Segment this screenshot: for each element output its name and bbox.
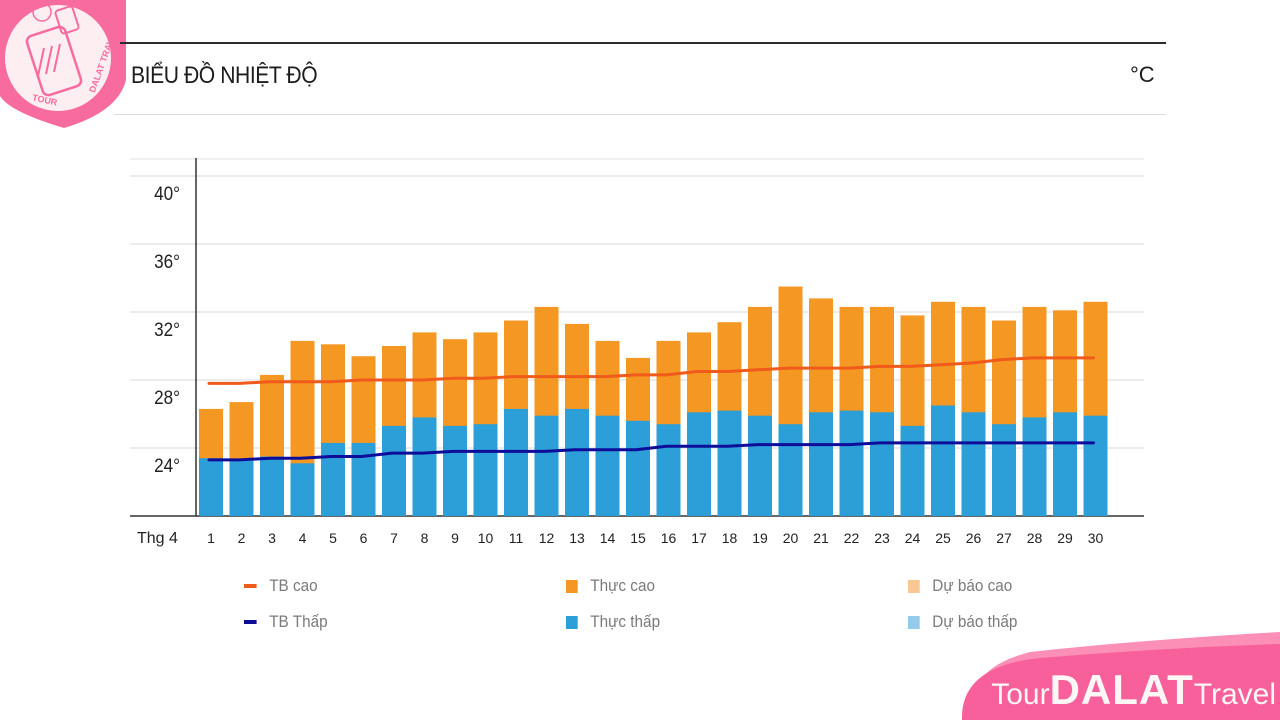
x-tick-label: 18 [722, 530, 738, 546]
bar-thuc-thap [839, 410, 864, 516]
x-tick-label: 23 [874, 530, 890, 546]
legend-swatch [566, 615, 578, 629]
bar-thuc-thap [565, 408, 589, 516]
unit-label: °C [1130, 62, 1155, 87]
x-tick-label: 7 [390, 530, 398, 546]
bar-thuc-thap [656, 424, 681, 516]
x-tick-label: 30 [1088, 530, 1104, 546]
bar-thuc-thap [595, 415, 620, 516]
x-tick-label: 16 [661, 530, 677, 546]
bar-thuc-thap [473, 424, 498, 516]
x-tick-label: 9 [451, 530, 459, 546]
x-tick-label: 14 [600, 530, 616, 546]
banner-wave-icon [961, 632, 1280, 720]
y-tick-label: 24° [154, 455, 180, 476]
legend-swatch [566, 579, 578, 593]
legend-item-tb-thap: TB Thấp [244, 612, 328, 632]
legend-item-du-bao-thap: Dự báo thấp [908, 612, 1017, 632]
bar-thuc-thap [504, 408, 528, 516]
y-tick-label: 28° [154, 387, 180, 408]
bar-thuc-thap [382, 425, 406, 516]
legend-swatch [244, 620, 257, 624]
bar-thuc-thap [229, 459, 254, 516]
bar-thuc-thap [260, 456, 284, 516]
x-tick-label: 8 [421, 530, 429, 546]
bar-thuc-thap [900, 425, 925, 516]
brand-logo: TOUR DALAT TRAVEL [0, 0, 126, 130]
legend-item-tb-cao: TB cao [244, 576, 318, 596]
x-tick-label: 4 [299, 530, 307, 546]
x-tick-label: 13 [569, 530, 585, 546]
brand-banner: Tour DALAT Travel [940, 630, 1280, 720]
x-tick-label: 17 [691, 530, 707, 546]
bar-thuc-thap [809, 412, 833, 516]
x-tick-label: 15 [630, 530, 646, 546]
x-tick-label: 27 [996, 530, 1012, 546]
bar-thuc-thap [199, 458, 223, 516]
brand-word-dalat: DALAT [1049, 666, 1194, 713]
x-tick-label: 26 [966, 530, 982, 546]
x-tick-label: 20 [783, 530, 799, 546]
bar-thuc-thap [931, 405, 955, 516]
x-tick-label: 24 [905, 530, 921, 546]
x-tick-label: 5 [329, 530, 337, 546]
header-top-rule [120, 42, 1166, 44]
bar-thuc-thap [992, 424, 1016, 516]
y-tick-label: 36° [154, 251, 180, 272]
legend-label: TB Thấp [269, 612, 328, 631]
x-tick-label: 22 [844, 530, 860, 546]
bar-thuc-thap [1053, 412, 1077, 516]
x-tick-label: 28 [1027, 530, 1043, 546]
x-tick-label: 2 [238, 530, 246, 546]
legend-label: TB cao [269, 576, 318, 595]
line-tb-cao [207, 356, 1095, 385]
bar-thuc-thap [290, 463, 315, 516]
bar-thuc-thap [778, 424, 803, 516]
legend-item-thuc-thap: Thực thấp [566, 612, 660, 632]
chart-title: BIỂU ĐỒ NHIỆT ĐỘ [131, 62, 318, 89]
x-axis-label: Thg 4 [137, 530, 178, 547]
legend-item-thuc-cao: Thực cao [566, 576, 655, 596]
bar-thuc-thap [870, 412, 894, 516]
brand-wordmark: Tour DALAT Travel [991, 666, 1276, 714]
legend-swatch [908, 579, 920, 593]
y-tick-label: 32° [154, 319, 180, 340]
x-tick-label: 1 [207, 530, 215, 546]
bar-thuc-thap [534, 415, 559, 516]
y-tick-label: 40° [154, 183, 180, 204]
legend-label: Dự báo thấp [932, 612, 1018, 631]
header-divider [114, 114, 1166, 115]
chart-legend: TB cao Thực cao Dự báo cao TB Thấp Thực … [0, 576, 1280, 646]
bar-thuc-thap [717, 410, 742, 516]
bar-thuc-thap [748, 415, 772, 516]
bar-thuc-thap [1022, 417, 1047, 516]
bar-thuc-thap [443, 425, 467, 516]
bar-thuc-thap [1083, 415, 1108, 516]
brand-word-travel: Travel [1193, 678, 1276, 711]
x-tick-label: 10 [478, 530, 494, 546]
legend-swatch [244, 584, 257, 588]
x-tick-label: 12 [539, 530, 555, 546]
legend-label: Dự báo cao [932, 576, 1013, 595]
x-tick-label: 21 [813, 530, 829, 546]
bar-thuc-thap [687, 412, 711, 516]
suitcase-logo-icon: TOUR DALAT TRAVEL [0, 0, 126, 128]
x-tick-label: 3 [268, 530, 276, 546]
bar-thuc-thap [961, 412, 986, 516]
brand-word-tour: Tour [991, 678, 1050, 711]
x-tick-label: 25 [935, 530, 951, 546]
temperature-chart: 24°28°32°36°40°Thg 4 1 2 3 4 5 6 7 8 9 10 11 12 13 14 1… [130, 158, 1144, 547]
legend-swatch [908, 615, 920, 629]
bar-thuc-thap [626, 420, 650, 516]
x-tick-label: 11 [509, 530, 524, 546]
legend-item-du-bao-cao: Dự báo cao [908, 576, 1012, 596]
bar-thuc-thap [412, 417, 437, 516]
x-tick-label: 19 [752, 530, 768, 546]
x-tick-label: 6 [360, 530, 368, 546]
legend-label: Thực thấp [590, 612, 661, 631]
legend-label: Thực cao [590, 576, 655, 595]
bar-thuc-thap [321, 442, 345, 516]
line-tb-thap [207, 441, 1095, 462]
x-tick-label: 29 [1057, 530, 1073, 546]
